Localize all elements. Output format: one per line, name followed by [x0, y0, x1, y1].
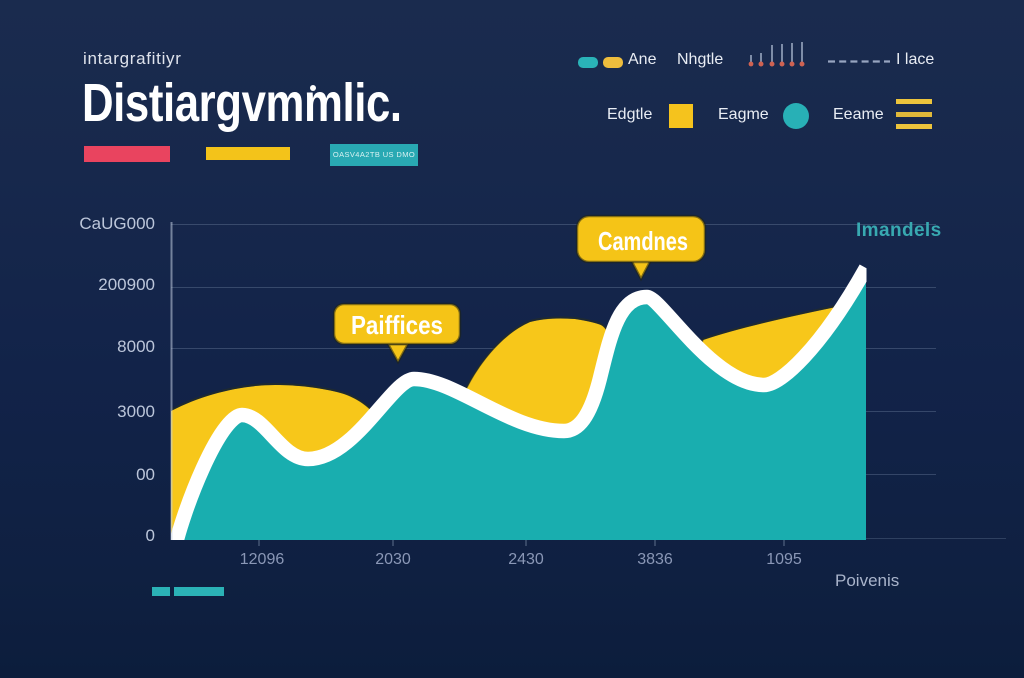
svg-text:Paiffices: Paiffices: [351, 310, 443, 340]
svg-text:Camdnes: Camdnes: [598, 226, 688, 256]
